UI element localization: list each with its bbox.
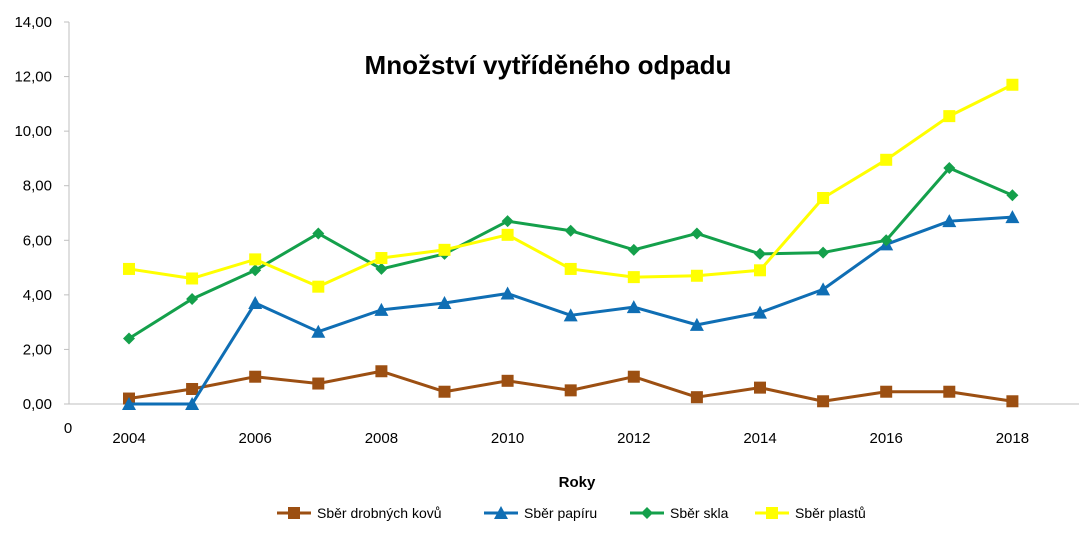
x-tick-label: 2012 <box>617 430 650 447</box>
legend-marker <box>766 507 778 519</box>
legend-marker <box>494 506 508 519</box>
legend-label: Sběr papíru <box>524 505 597 521</box>
data-point <box>943 161 956 174</box>
data-point <box>880 234 893 247</box>
data-point <box>754 264 766 277</box>
data-point <box>438 243 451 256</box>
series-line <box>128 83 1014 289</box>
data-point <box>817 395 830 408</box>
x-tick-label: 2006 <box>239 430 272 447</box>
data-point <box>500 286 515 300</box>
data-point <box>249 264 262 277</box>
x-tick-label: 2018 <box>996 430 1029 447</box>
legend-marker <box>288 507 300 519</box>
data-point <box>880 385 893 398</box>
legend-item: Sběr plastů <box>755 505 866 521</box>
y-tick-label: 2,00 <box>23 341 52 358</box>
axes-layer: 0,00 2,00 4,00 6,00 8,00 10,00 12,00 14,00 0 2004… <box>14 14 1079 447</box>
data-point <box>1006 395 1019 408</box>
y-tick-label: 10,00 <box>14 123 52 140</box>
data-point <box>311 324 326 338</box>
data-point <box>374 302 389 316</box>
x-tick-label: 2008 <box>365 430 398 447</box>
y-tick-label: 8,00 <box>23 178 52 195</box>
y-tick-label: 6,00 <box>23 232 52 249</box>
y-tick-label: 14,00 <box>14 14 52 31</box>
data-point <box>122 397 136 410</box>
data-point <box>312 377 325 390</box>
data-point <box>248 296 263 310</box>
x-tick-label: 2004 <box>112 430 145 447</box>
data-point <box>564 224 577 237</box>
x-origin-label: 0 <box>64 420 72 437</box>
data-point <box>564 262 577 275</box>
data-point <box>437 296 452 310</box>
series-1 <box>123 365 1019 408</box>
data-point <box>186 382 199 395</box>
chart-title: Množství vytříděného odpadu <box>365 50 732 80</box>
y-tick-label: 4,00 <box>23 287 52 304</box>
legend-label: Sběr skla <box>670 505 729 521</box>
data-point <box>375 262 388 275</box>
data-point <box>1006 189 1019 202</box>
data-point <box>375 252 388 265</box>
data-point <box>312 227 325 240</box>
data-point <box>501 228 514 241</box>
data-point <box>186 292 199 305</box>
data-point <box>690 269 703 282</box>
data-point <box>1006 78 1019 91</box>
data-point <box>690 391 703 404</box>
series-4 <box>123 78 1019 293</box>
data-point <box>249 370 262 383</box>
data-point <box>689 317 704 331</box>
data-point <box>501 215 514 228</box>
data-point <box>754 381 766 394</box>
x-tick-label: 2014 <box>743 430 776 447</box>
data-point <box>564 384 577 397</box>
data-point <box>1005 210 1020 224</box>
data-point <box>123 262 135 275</box>
data-point <box>880 153 893 166</box>
legend-item: Sběr skla <box>630 505 729 521</box>
data-point <box>943 110 956 123</box>
data-point <box>754 247 766 260</box>
data-point <box>626 300 641 314</box>
data-point <box>123 332 135 345</box>
legend-label: Sběr plastů <box>795 505 866 521</box>
y-tick-label: 0,00 <box>23 396 52 413</box>
x-axis-title: Roky <box>559 474 596 491</box>
data-point <box>690 227 703 240</box>
data-point <box>753 305 767 319</box>
legend-item: Sběr papíru <box>484 505 597 521</box>
data-point <box>185 397 200 410</box>
data-point <box>186 272 199 285</box>
data-point <box>312 280 325 293</box>
data-point <box>817 191 830 204</box>
data-point <box>563 308 578 322</box>
series-3 <box>123 161 1019 345</box>
data-point <box>375 365 388 378</box>
legend: Sběr drobných kovů Sběr papíru Sběr skla Sb… <box>277 505 866 521</box>
legend-label: Sběr drobných kovů <box>317 505 442 521</box>
data-point <box>627 370 640 383</box>
legend-marker <box>641 507 653 519</box>
data-point <box>817 246 830 259</box>
series-2 <box>122 210 1020 410</box>
x-tick-label: 2016 <box>870 430 903 447</box>
y-tick-label: 12,00 <box>14 69 52 86</box>
legend-item: Sběr drobných kovů <box>277 505 442 521</box>
data-point <box>501 374 514 387</box>
data-point <box>942 214 957 228</box>
data-point <box>438 385 451 398</box>
data-point <box>627 271 640 284</box>
data-point <box>943 385 956 398</box>
series-layer <box>122 78 1020 410</box>
data-point <box>249 253 262 266</box>
data-point <box>816 282 831 296</box>
data-point <box>627 243 640 256</box>
x-tick-label: 2010 <box>491 430 524 447</box>
